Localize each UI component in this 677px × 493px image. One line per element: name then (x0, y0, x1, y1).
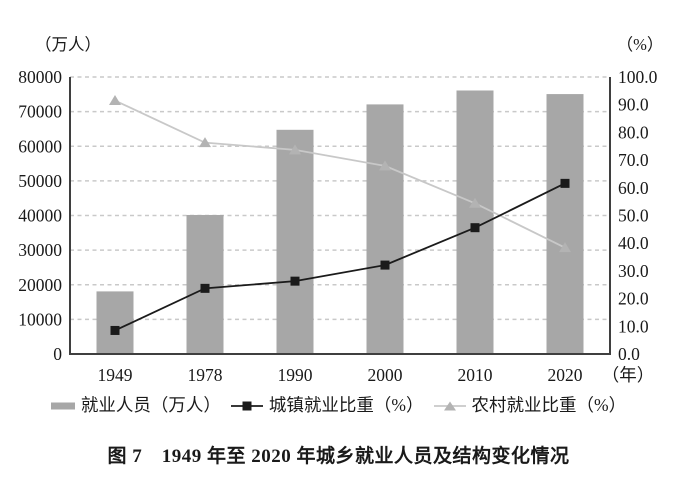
right-tick-label: 60.0 (618, 178, 649, 198)
bars-layer (96, 90, 584, 355)
figure-caption: 图 7 1949 年至 2020 年城乡就业人员及结构变化情况 (107, 446, 570, 467)
right-tick-label: 70.0 (618, 150, 649, 170)
rural-triangle-marker (469, 197, 481, 208)
left-tick-label: 60000 (18, 136, 62, 156)
right-tick-label: 20.0 (618, 289, 649, 309)
series-line (114, 182, 566, 332)
urban-square-marker (110, 325, 120, 335)
legend: 就业人员（万人） 城镇就业比重（%） 农村就业比重（%） (0, 395, 677, 415)
urban-square-marker (380, 260, 390, 270)
right-tick-label: 0.0 (618, 344, 640, 364)
urban-square-marker (290, 276, 300, 286)
rural-line-layer (109, 95, 571, 253)
left-tick-label: 10000 (18, 309, 62, 329)
right-tick-label: 10.0 (618, 316, 649, 336)
legend-item-rural-share: 农村就业比重（%） (433, 395, 627, 415)
right-axis-unit-label: （%） (617, 35, 664, 54)
x-tick-label: 2010 (458, 365, 493, 385)
axes-layer (69, 77, 611, 355)
left-tick-label: 80000 (18, 67, 62, 87)
bar-swatch-icon (50, 402, 75, 410)
right-tick-label: 50.0 (618, 206, 649, 226)
x-tick-label: 1949 (98, 365, 133, 385)
legend-label-rural-share: 农村就业比重（%） (471, 395, 627, 415)
x-tick-label: 2020 (548, 365, 583, 385)
left-tick-label: 50000 (18, 171, 62, 191)
bar (366, 104, 404, 354)
x-tick-label: 1978 (188, 365, 223, 385)
rural-triangle-marker (109, 95, 121, 106)
bar (546, 94, 584, 355)
urban-square-marker (200, 283, 210, 293)
right-tick-label: 90.0 (618, 95, 649, 115)
rural-triangle-marker (559, 242, 571, 253)
tick-labels-layer: 0 10000 20000 30000 40000 50000 60000 70000 8000… (18, 67, 657, 385)
series-line (114, 99, 566, 249)
urban-line-swatch-icon (230, 401, 263, 411)
rural-line-swatch-icon (433, 401, 466, 411)
legend-label-urban-share: 城镇就业比重（%） (268, 395, 424, 415)
right-tick-label: 80.0 (618, 122, 649, 142)
bar (276, 129, 314, 354)
rural-triangle-marker (289, 144, 301, 155)
legend-item-urban-share: 城镇就业比重（%） (230, 395, 424, 415)
left-tick-label: 70000 (18, 102, 62, 122)
left-tick-label: 40000 (18, 206, 62, 226)
left-tick-label: 20000 (18, 275, 62, 295)
legend-label-employment: 就业人员（万人） (80, 395, 221, 415)
right-tick-label: 40.0 (618, 233, 649, 253)
rural-triangle-marker (379, 160, 391, 171)
bar (96, 291, 134, 354)
right-tick-label: 30.0 (618, 261, 649, 281)
urban-swatch-square (242, 401, 252, 411)
left-tick-label: 30000 (18, 240, 62, 260)
rural-swatch-triangle (443, 401, 456, 411)
left-tick-label: 0 (53, 344, 62, 364)
rural-triangle-marker (199, 137, 211, 148)
gridlines-layer (70, 76, 610, 321)
urban-square-marker (560, 178, 570, 188)
left-axis-unit-label: （万人） (35, 35, 101, 54)
legend-item-employment: 就业人员（万人） (50, 395, 221, 415)
employment-combo-chart: 0 10000 20000 30000 40000 50000 60000 70000 8000… (18, 35, 664, 385)
right-tick-label: 100.0 (618, 67, 658, 87)
x-axis-unit-label: （年） (602, 365, 655, 385)
bar-swatch-rect (50, 402, 75, 410)
x-tick-label: 1990 (278, 365, 313, 385)
urban-line-layer (110, 178, 570, 335)
urban-square-marker (470, 223, 480, 233)
x-tick-label: 2000 (368, 365, 403, 385)
